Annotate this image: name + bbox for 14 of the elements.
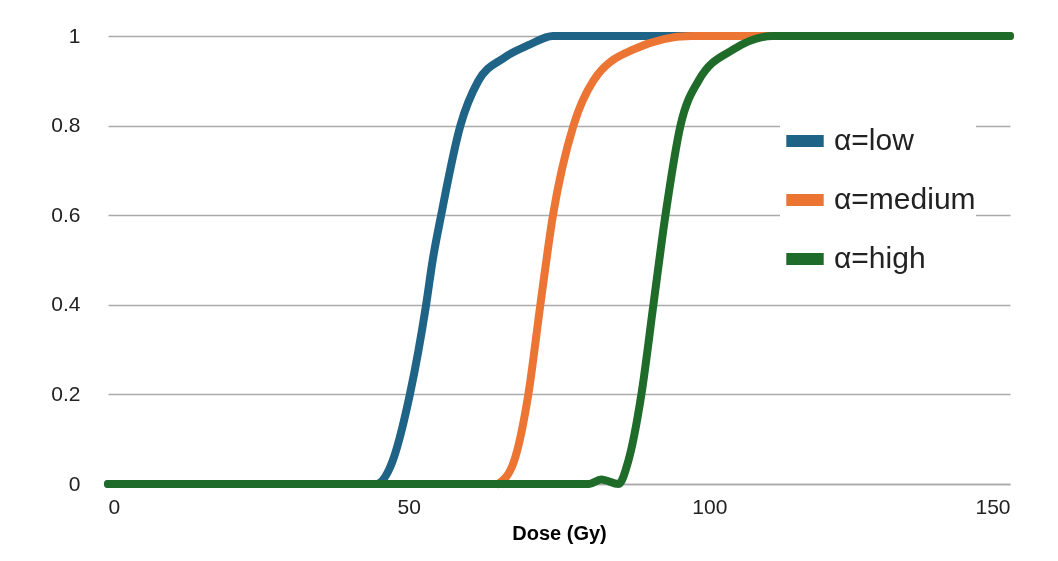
x-tick-label: 50 bbox=[397, 494, 421, 518]
legend-label: α=medium bbox=[834, 182, 976, 215]
y-tick-label: 0.2 bbox=[51, 381, 81, 405]
y-tick-label: 0 bbox=[68, 471, 81, 495]
x-axis-title: Dose (Gy) bbox=[512, 521, 607, 544]
y-tick-label: 1 bbox=[68, 23, 81, 47]
y-tick-label: 0.8 bbox=[51, 113, 81, 137]
y-tick-label: 0.6 bbox=[51, 202, 81, 226]
legend-label: α=high bbox=[834, 241, 926, 274]
x-tick-label: 150 bbox=[975, 494, 1011, 518]
legend-label: α=low bbox=[834, 123, 915, 156]
x-tick-label: 0 bbox=[108, 494, 121, 518]
x-tick-label: 100 bbox=[692, 494, 728, 518]
y-tick-label: 0.4 bbox=[51, 292, 81, 316]
